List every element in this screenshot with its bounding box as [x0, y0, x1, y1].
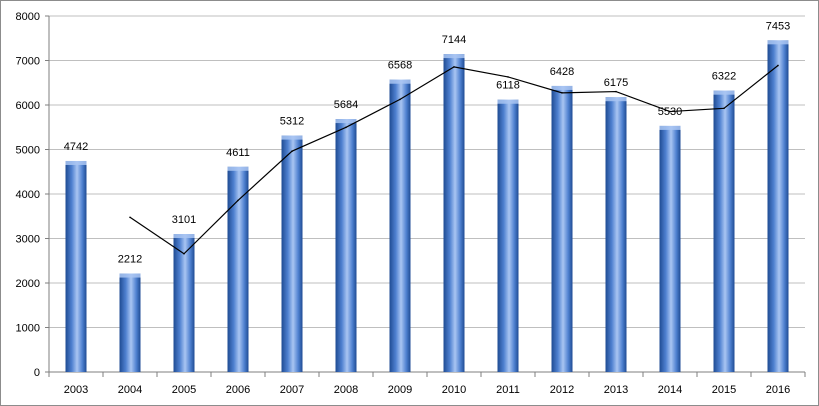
x-tick-label: 2010 [442, 384, 466, 396]
trend-point [723, 107, 725, 110]
data-label: 2212 [118, 254, 142, 266]
x-tick-label: 2013 [604, 384, 628, 396]
bar-cap [227, 166, 249, 171]
bar-cap [551, 85, 573, 90]
bar-body [659, 125, 681, 372]
bar [551, 85, 573, 372]
bar [227, 166, 249, 372]
bar [713, 90, 735, 373]
bar-body [443, 54, 465, 372]
bar-body [551, 85, 573, 372]
trend-point [453, 66, 455, 68]
bar [389, 79, 411, 372]
x-tick-label: 2012 [550, 384, 574, 396]
data-label: 5684 [334, 99, 358, 111]
bar [605, 97, 627, 373]
bar [767, 40, 789, 373]
bar [65, 160, 87, 372]
data-label: 6568 [388, 60, 412, 72]
x-tick-label: 2008 [334, 384, 358, 396]
data-label: 3101 [172, 214, 196, 226]
x-tick-label: 2015 [712, 384, 736, 396]
bar-cap [767, 40, 789, 45]
bar-layer [65, 40, 789, 373]
bar-body [713, 90, 735, 373]
bar-body [767, 40, 789, 373]
bar-cap [65, 160, 87, 165]
trend-point [399, 98, 401, 101]
bar-body [389, 79, 411, 372]
y-tick-label: 1000 [16, 323, 40, 335]
data-label: 4742 [64, 141, 88, 153]
y-tick-label: 2000 [16, 278, 40, 290]
data-label: 6322 [712, 71, 736, 83]
x-tick-label: 2009 [388, 384, 412, 396]
bar-body [65, 160, 87, 372]
bar-cap [659, 125, 681, 130]
trend-point [507, 76, 509, 78]
grid-layer [49, 15, 805, 328]
bar-cap [713, 90, 735, 95]
x-tick-label: 2006 [226, 384, 250, 396]
bar-body [227, 166, 249, 372]
data-label: 6175 [604, 77, 628, 89]
bar-body [497, 99, 519, 373]
bar [443, 54, 465, 372]
data-label: 5312 [280, 116, 304, 128]
data-label: 5530 [658, 106, 682, 118]
bar-body [605, 97, 627, 373]
trend-point [669, 110, 671, 113]
label-layer: 4742 2212 3101 4611 5312 5684 6568 7144 6118 6428… [64, 20, 790, 265]
bar-body [173, 234, 195, 372]
trend-point [561, 92, 563, 94]
bar [497, 99, 519, 373]
trend-point [291, 150, 293, 152]
bar-cap [443, 54, 465, 59]
trend-point [183, 252, 185, 255]
bar-cap [335, 119, 357, 124]
bar-body [281, 135, 303, 372]
y-tick-label: 7000 [16, 56, 40, 68]
data-label: 6428 [550, 66, 574, 78]
data-label: 7453 [766, 20, 790, 32]
trend-point [777, 64, 779, 67]
y-tick-label: 3000 [16, 234, 40, 246]
bar [335, 119, 357, 372]
bar-cap [281, 135, 303, 140]
data-label: 7144 [442, 34, 466, 46]
x-tick-label: 2004 [118, 384, 142, 396]
line-layer [129, 64, 779, 255]
y-tick-label: 8000 [16, 11, 40, 23]
bar [119, 273, 141, 372]
bar-cap [119, 273, 141, 278]
trend-point [237, 199, 239, 202]
bar [173, 234, 195, 372]
x-tick-label: 2016 [766, 384, 790, 396]
y-tick-label: 0 [34, 367, 40, 379]
trend-point [615, 90, 617, 93]
bar-cap [173, 234, 195, 239]
x-tick-label: 2007 [280, 384, 304, 396]
y-tick-label: 4000 [16, 189, 40, 201]
trend-point [345, 126, 347, 129]
bar-cap [497, 99, 519, 104]
bar-cap [605, 97, 627, 102]
x-tick-label: 2005 [172, 384, 196, 396]
y-tick-label: 6000 [16, 100, 40, 112]
trend-point [129, 216, 131, 219]
x-tick-label: 2003 [64, 384, 88, 396]
bar-body [119, 273, 141, 372]
y-tick-label: 5000 [16, 145, 40, 157]
data-label: 6118 [496, 80, 520, 92]
bar [659, 125, 681, 372]
x-tick-label: 2011 [496, 384, 520, 396]
bar-body [335, 119, 357, 372]
x-tick-label: 2014 [658, 384, 682, 396]
bar [281, 135, 303, 372]
data-label: 4611 [226, 147, 250, 159]
bar-cap [389, 79, 411, 84]
